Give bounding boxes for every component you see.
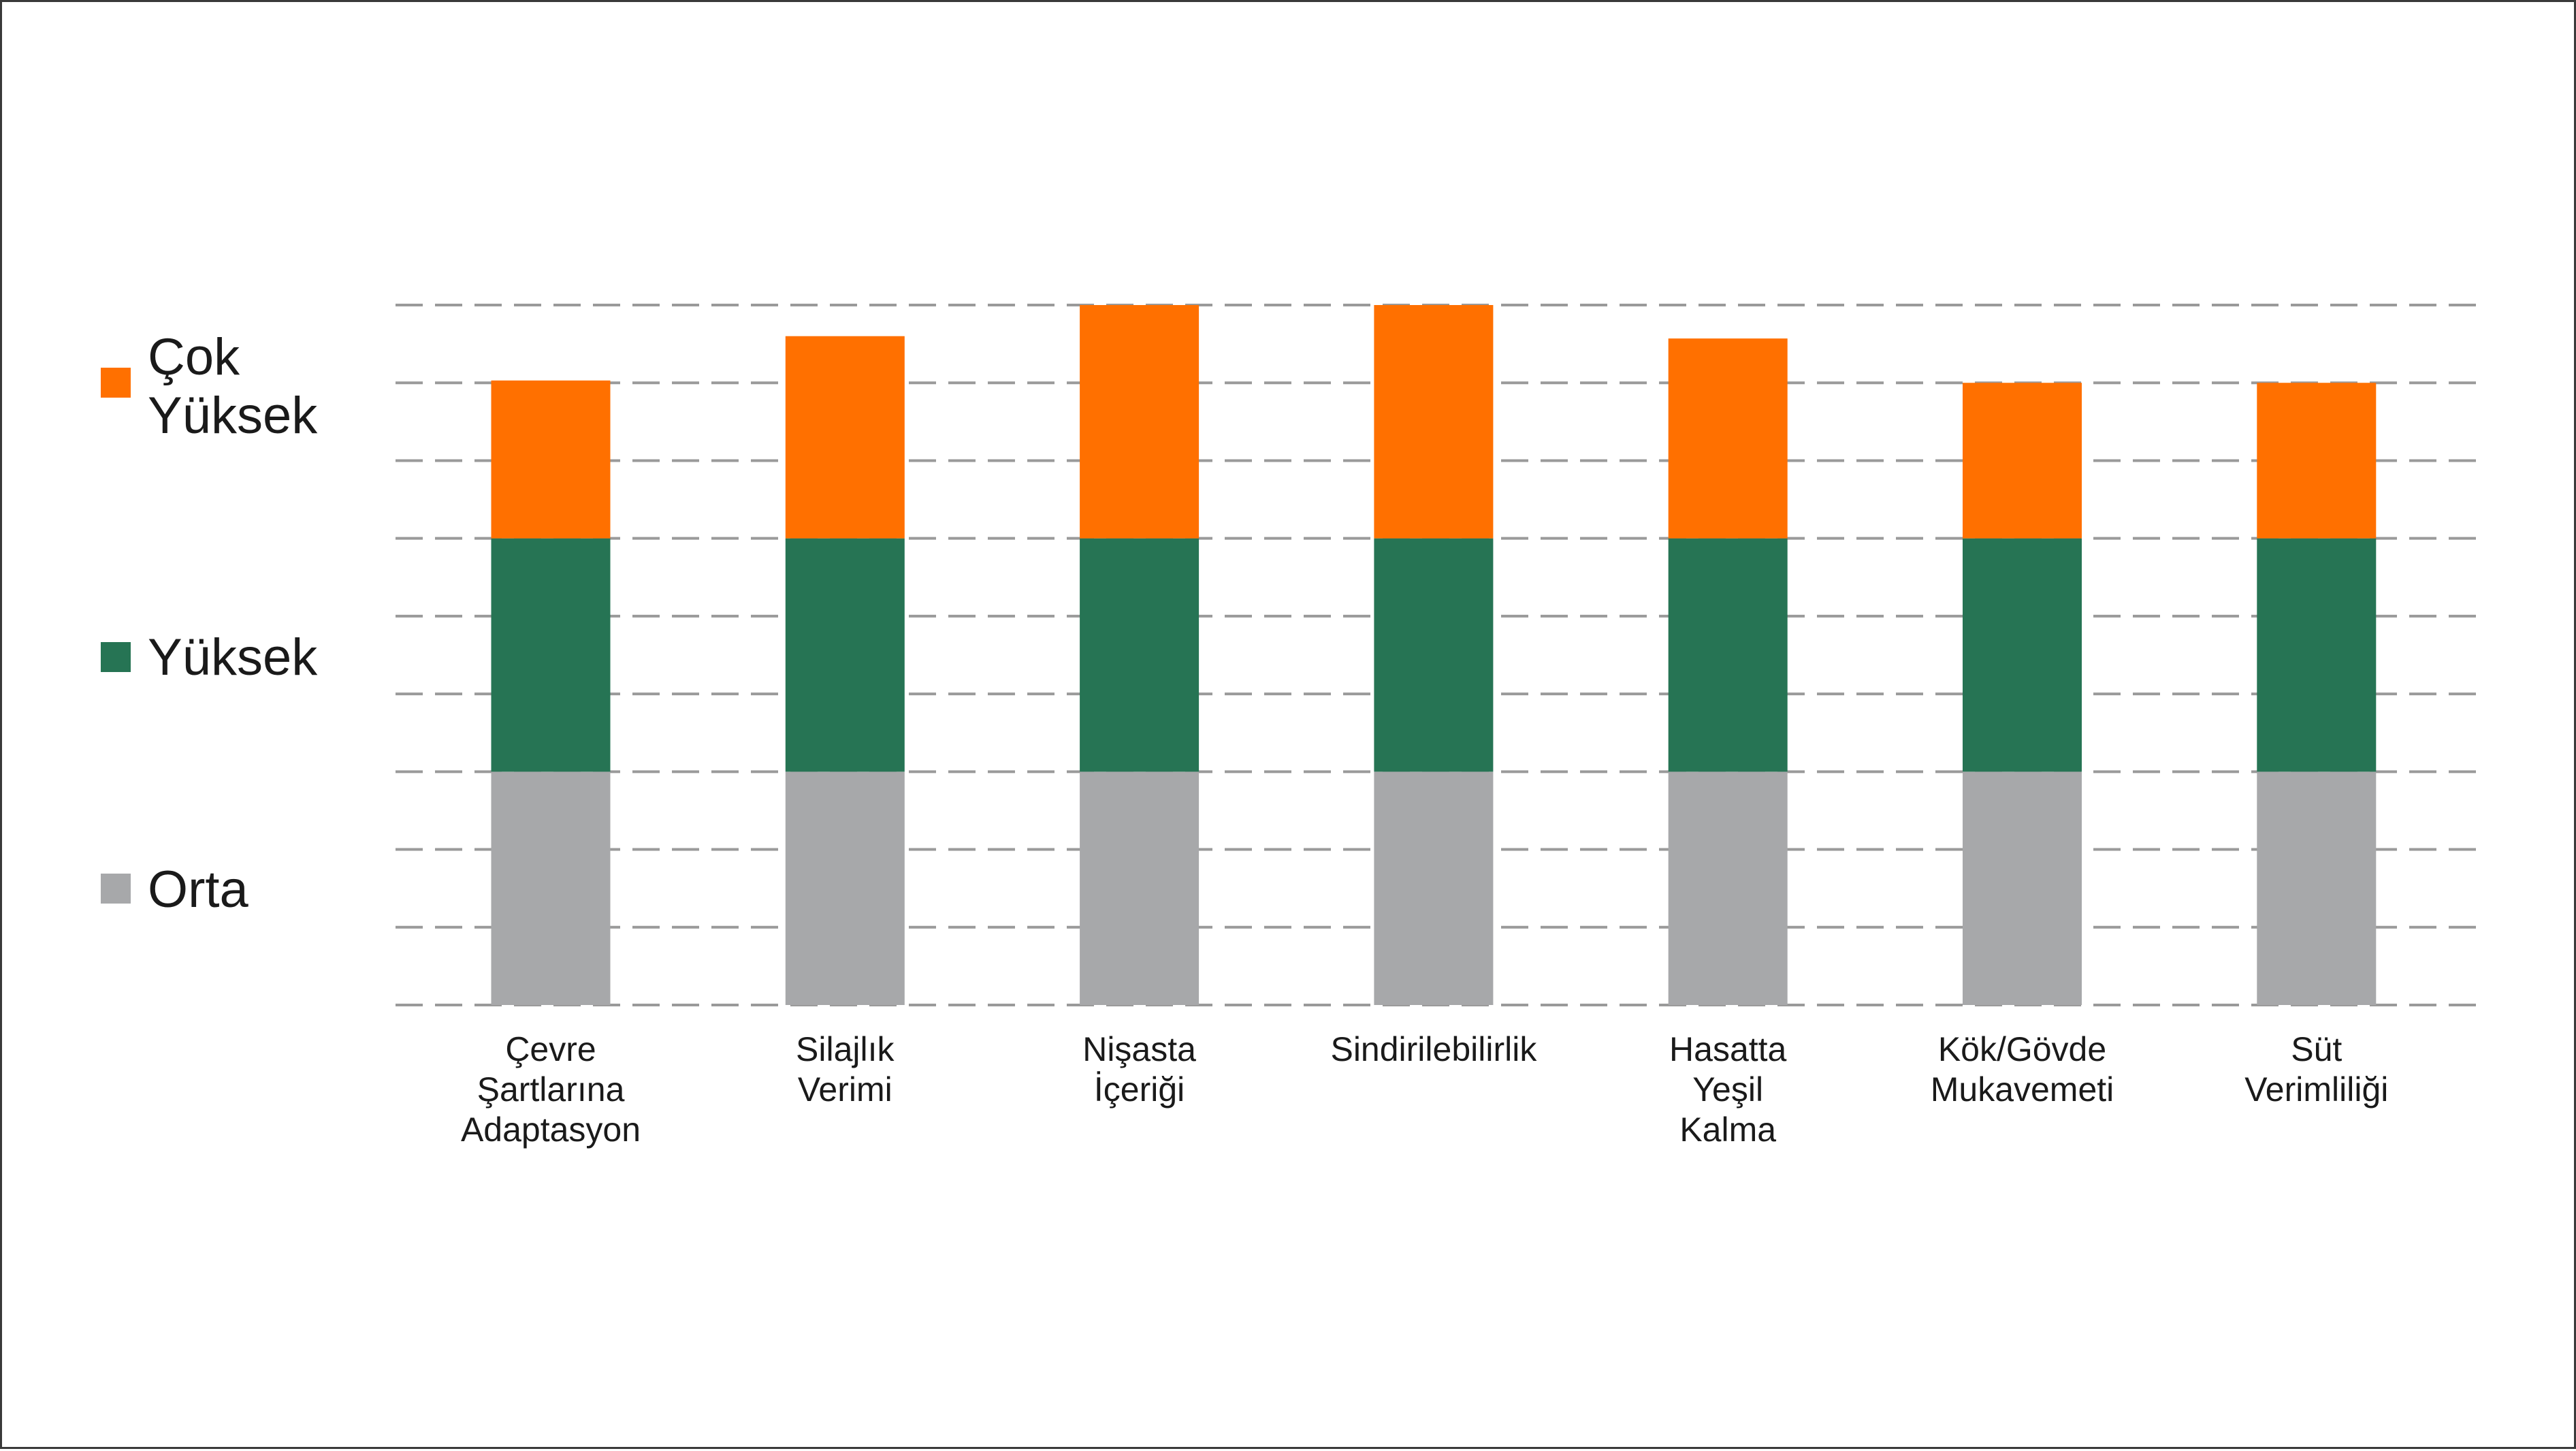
x-tick-label-line: Kalma xyxy=(1679,1111,1776,1149)
bar-segment-2-1 xyxy=(785,771,905,1005)
bar-segment-6-1 xyxy=(1963,771,2082,1005)
x-tick-label-line: Verimliliği xyxy=(2244,1070,2388,1109)
bar-segment-3-3 xyxy=(1080,305,1200,539)
x-tick-label-line: Silajlık xyxy=(796,1030,895,1068)
legend-label-line: Yüksek xyxy=(148,387,318,445)
x-tick-label-7: Süt Verimliliği xyxy=(2244,1030,2388,1109)
x-tick-label-line: Mukavemeti xyxy=(1931,1070,2114,1109)
bar-segment-2-2 xyxy=(785,538,905,772)
bars xyxy=(491,305,2377,1005)
x-tick-label-line: Şartlarına xyxy=(477,1070,625,1109)
bar-segment-3-1 xyxy=(1080,771,1200,1005)
x-tick-labels: Çevre Şartlarına Adaptasyon Silajlık Verimi N… xyxy=(461,1030,2388,1149)
bar-segment-3-2 xyxy=(1080,538,1200,772)
x-tick-label-line: Nişasta xyxy=(1082,1030,1196,1068)
x-tick-label-line: İçeriği xyxy=(1094,1070,1185,1109)
legend-swatch-1 xyxy=(101,368,131,398)
legend-label-2: Yüksek xyxy=(148,628,318,686)
x-tick-label-line: Hasatta xyxy=(1669,1030,1787,1068)
bar-segment-5-1 xyxy=(1668,771,1788,1005)
bar-segment-4-1 xyxy=(1374,771,1494,1005)
x-tick-label-3: Nişasta İçeriği xyxy=(1082,1030,1196,1109)
bar-segment-1-1 xyxy=(491,771,611,1005)
x-tick-label-line: Sindirilebilirlik xyxy=(1330,1030,1537,1068)
legend-label-1: Çok Yüksek xyxy=(148,328,318,445)
x-tick-label-line: Kök/Gövde xyxy=(1938,1030,2106,1068)
bar-segment-5-3 xyxy=(1668,338,1788,539)
legend-swatch-3 xyxy=(101,874,131,904)
bar-segment-4-2 xyxy=(1374,538,1494,772)
bar-segment-5-2 xyxy=(1668,538,1788,772)
bar-segment-2-3 xyxy=(785,336,905,539)
legend-label-line: Yüksek xyxy=(148,628,318,686)
x-tick-label-1: Çevre Şartlarına Adaptasyon xyxy=(461,1030,641,1149)
x-tick-label-4: Sindirilebilirlik xyxy=(1330,1030,1537,1068)
legend-label-line: Orta xyxy=(148,861,249,919)
x-tick-label-6: Kök/Gövde Mukavemeti xyxy=(1931,1030,2114,1109)
bar-segment-6-2 xyxy=(1963,538,2082,772)
legend-swatch-2 xyxy=(101,642,131,672)
bar-segment-6-3 xyxy=(1963,383,2082,539)
bar-segment-1-3 xyxy=(491,380,611,539)
x-tick-label-2: Silajlık Verimi xyxy=(796,1030,895,1109)
legend-label-line: Çok xyxy=(148,328,240,386)
bar-segment-7-3 xyxy=(2257,383,2377,539)
x-tick-label-5: Hasatta Yeşil Kalma xyxy=(1669,1030,1787,1149)
x-tick-label-line: Adaptasyon xyxy=(461,1111,641,1149)
bar-segment-4-3 xyxy=(1374,305,1494,539)
bar-segment-7-2 xyxy=(2257,538,2377,772)
legend-label-3: Orta xyxy=(148,861,249,919)
x-tick-label-line: Verimi xyxy=(798,1070,892,1109)
x-tick-label-line: Süt xyxy=(2291,1030,2342,1068)
bar-segment-1-2 xyxy=(491,538,611,772)
bar-segment-7-1 xyxy=(2257,771,2377,1005)
x-tick-label-line: Çevre xyxy=(505,1030,596,1068)
x-tick-label-line: Yeşil xyxy=(1692,1070,1763,1109)
